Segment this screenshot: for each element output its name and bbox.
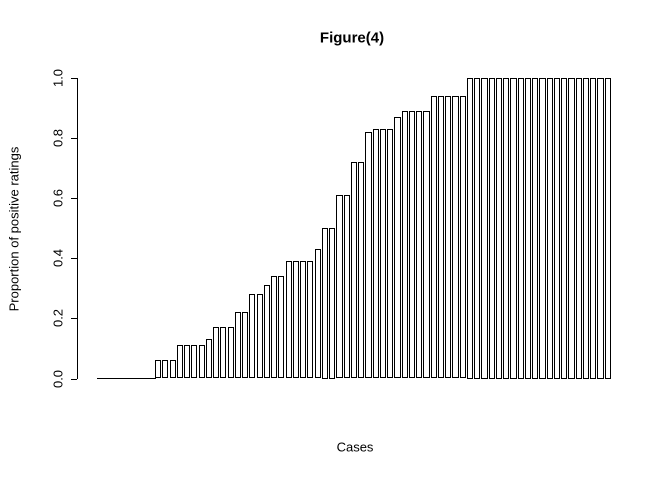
bar	[111, 377, 120, 379]
bar	[495, 78, 503, 379]
x-axis-title: Cases	[336, 439, 374, 455]
bar	[408, 111, 416, 379]
bar	[517, 78, 524, 379]
bar	[474, 78, 481, 379]
bar	[503, 78, 510, 379]
bar	[437, 96, 445, 379]
bar	[387, 129, 394, 379]
bar	[481, 78, 488, 379]
bar	[300, 261, 307, 379]
bar	[452, 96, 459, 379]
bar	[575, 78, 582, 379]
bar	[147, 377, 156, 379]
bar	[546, 78, 553, 379]
bar	[416, 111, 423, 379]
bar	[488, 78, 495, 379]
bar	[597, 78, 604, 379]
bar	[234, 312, 241, 379]
bar	[118, 377, 127, 379]
bar	[227, 327, 234, 379]
y-tick-mark	[71, 198, 77, 200]
bar	[191, 345, 198, 379]
bar	[350, 162, 357, 379]
bar	[372, 129, 379, 379]
bar	[249, 294, 256, 379]
bar	[307, 261, 314, 379]
bar	[329, 228, 336, 379]
bar	[220, 327, 227, 379]
bar	[401, 111, 408, 379]
bar	[285, 261, 292, 379]
bar	[155, 360, 162, 379]
bar	[97, 377, 105, 379]
y-tick-mark	[71, 138, 77, 140]
bar	[292, 261, 299, 379]
bar	[104, 377, 113, 379]
bar	[242, 312, 249, 379]
bar	[423, 111, 430, 379]
bar	[532, 78, 539, 379]
bar	[561, 78, 568, 379]
bar	[430, 96, 437, 379]
y-axis-line	[77, 78, 78, 379]
y-tick-mark	[71, 378, 77, 380]
y-axis-title: Proportion of positive ratings	[6, 146, 22, 312]
bar	[539, 78, 546, 379]
bar	[198, 345, 205, 379]
bar	[524, 78, 532, 379]
y-tick-mark	[71, 318, 77, 320]
y-tick-mark	[71, 258, 77, 260]
bar	[140, 377, 149, 379]
bar	[568, 78, 575, 379]
bar	[213, 327, 220, 379]
bar	[321, 228, 328, 379]
bar	[459, 96, 466, 379]
bar	[256, 294, 263, 379]
bar	[271, 276, 278, 379]
chart-title: Figure(4)	[319, 29, 385, 47]
bar	[176, 345, 183, 379]
bar	[263, 285, 270, 379]
bar	[466, 78, 474, 379]
bar	[445, 96, 452, 379]
bar	[126, 377, 134, 379]
bar	[365, 132, 372, 379]
bar	[205, 339, 212, 379]
bar	[510, 78, 517, 379]
y-tick-mark	[71, 78, 77, 79]
bar	[604, 78, 611, 379]
bar	[162, 360, 169, 379]
bar	[133, 377, 142, 379]
bar	[590, 78, 597, 379]
bar	[314, 249, 321, 379]
bar	[394, 117, 401, 379]
bar	[358, 162, 365, 379]
bar	[379, 129, 387, 379]
bar	[169, 360, 176, 379]
bar	[278, 276, 285, 379]
bar	[343, 195, 350, 379]
bar	[582, 78, 590, 379]
bar	[336, 195, 343, 379]
bar	[184, 345, 191, 379]
bar	[553, 78, 561, 379]
